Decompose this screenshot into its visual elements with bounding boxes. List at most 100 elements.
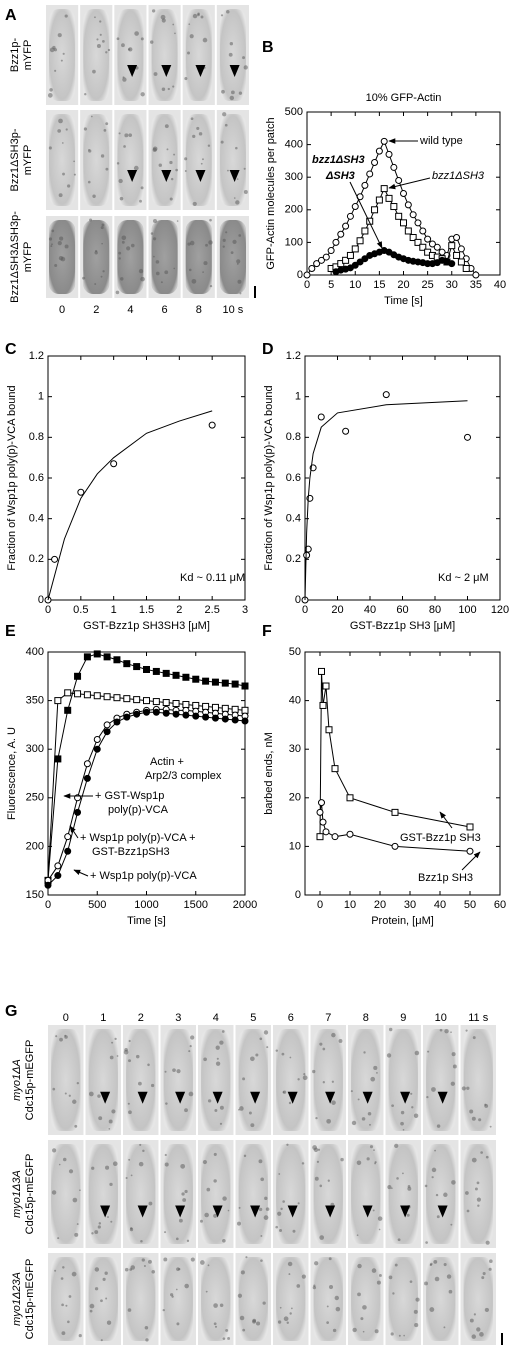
cell: [463, 1029, 493, 1131]
y-tick-label: 50: [289, 646, 301, 658]
data-point: [346, 830, 354, 838]
data-point: [54, 697, 62, 705]
patch: [319, 1184, 323, 1188]
cell: [83, 114, 110, 206]
annotation: Actin +: [150, 756, 184, 768]
panel-label: F: [262, 623, 272, 640]
cell: [49, 9, 76, 101]
patch: [222, 1239, 226, 1243]
annotation-arrow: [349, 181, 383, 249]
patch: [256, 1321, 261, 1326]
patch: [103, 129, 107, 132]
patch: [125, 1176, 128, 1180]
patch: [151, 1270, 156, 1274]
cell: [351, 1029, 381, 1131]
row-label: myo1ΔA: [11, 1059, 23, 1101]
patch: [219, 1040, 224, 1045]
patch: [128, 1059, 132, 1063]
patch: [164, 1162, 169, 1167]
annotation: + Wsp1p poly(p)-VCA +: [80, 832, 196, 844]
patch: [263, 1030, 269, 1035]
patch: [121, 235, 127, 241]
data-point: [211, 703, 219, 711]
patch: [238, 91, 243, 95]
patch: [238, 1206, 241, 1209]
x-axis-label: GST-Bzz1p SH3SH3 [μM]: [83, 620, 210, 632]
data-point: [385, 150, 393, 158]
patch: [225, 1328, 229, 1332]
y-tick-label: 0.4: [286, 513, 301, 525]
time-label: 2: [93, 304, 99, 316]
patch: [108, 1128, 111, 1130]
patch: [290, 1307, 293, 1310]
patch: [373, 1149, 375, 1152]
x-tick-label: 1500: [184, 899, 208, 911]
patch: [315, 1116, 318, 1120]
cell: [388, 1144, 418, 1244]
data-point: [351, 245, 359, 253]
patch: [322, 1081, 325, 1084]
patch: [97, 1094, 101, 1098]
data-point: [202, 713, 210, 721]
patch: [471, 1157, 477, 1163]
row-label: myo1Δ3A: [11, 1170, 23, 1218]
data-point: [172, 671, 180, 679]
data-point: [83, 760, 91, 768]
patch: [118, 178, 123, 184]
patch: [74, 1124, 78, 1128]
row-label: mYFP: [22, 145, 34, 176]
cell: [88, 1257, 118, 1341]
patch: [478, 1118, 482, 1122]
patch: [316, 1160, 320, 1163]
annotation: bzz1ΔSH3: [432, 170, 485, 182]
cell: [201, 1144, 231, 1244]
patch: [153, 237, 157, 241]
patch: [360, 1317, 364, 1321]
patch: [105, 51, 108, 54]
patch: [203, 1057, 207, 1062]
patch: [169, 197, 173, 201]
patch: [213, 1213, 218, 1218]
patch: [414, 1323, 419, 1328]
patch: [202, 271, 204, 273]
x-tick-label: 0: [45, 899, 51, 911]
x-axis-label: Protein, [μM]: [371, 915, 434, 927]
patch: [255, 1053, 259, 1057]
patch: [213, 1303, 218, 1308]
patch: [174, 32, 176, 35]
patch: [182, 1198, 187, 1202]
patch: [278, 1173, 281, 1175]
patch: [48, 237, 53, 241]
patch: [222, 1196, 227, 1201]
patch: [176, 220, 179, 222]
patch: [371, 1268, 377, 1273]
patch: [414, 1050, 420, 1056]
patch: [140, 92, 145, 97]
patch: [258, 1207, 263, 1212]
patch: [188, 1050, 191, 1053]
panel-label: B: [262, 39, 274, 56]
patch: [118, 251, 122, 255]
patch: [130, 1265, 136, 1270]
patch: [184, 1189, 188, 1194]
data-point: [133, 696, 141, 704]
data-point: [83, 691, 91, 699]
patch: [277, 1320, 282, 1324]
patch: [84, 93, 87, 96]
patch: [91, 1166, 95, 1170]
patch: [396, 1177, 399, 1180]
y-tick-label: 0: [38, 594, 44, 606]
patch: [67, 184, 71, 188]
patch: [135, 1054, 140, 1059]
patch: [91, 1232, 94, 1235]
data-point: [241, 706, 249, 714]
patch: [226, 9, 230, 14]
patch: [390, 1332, 394, 1336]
patch: [200, 162, 203, 165]
patch: [388, 1275, 393, 1280]
patch: [105, 167, 109, 171]
time-label: 5: [250, 1012, 256, 1024]
patch: [153, 218, 157, 223]
patch: [476, 1181, 480, 1185]
time-label: 0: [63, 1012, 69, 1024]
